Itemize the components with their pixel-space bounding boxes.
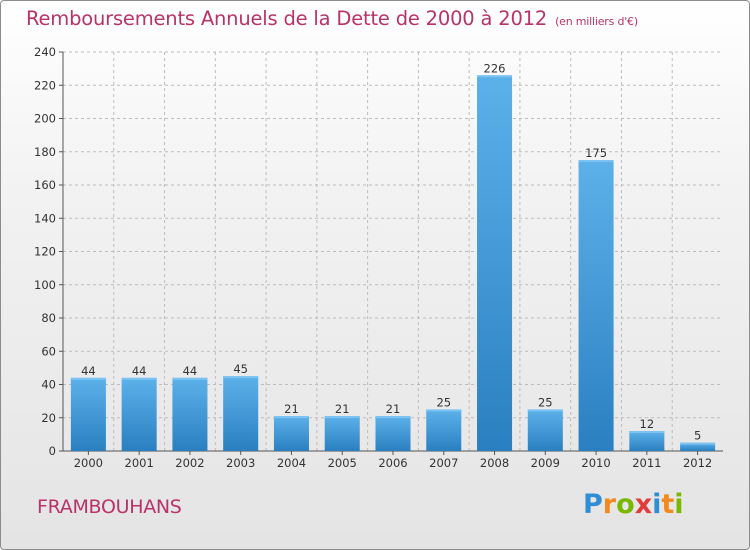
bar-top-2007 [426, 409, 462, 412]
y-tick-label: 120 [34, 245, 56, 259]
x-tick-label-2007: 2007 [429, 456, 458, 470]
chart-title: Remboursements Annuels de la Dette de 20… [26, 7, 638, 30]
bar-top-2002 [172, 377, 208, 380]
x-tick-label-2000: 2000 [74, 456, 103, 470]
y-tick-label: 160 [34, 178, 56, 192]
data-label-2002: 44 [183, 364, 198, 378]
bar-top-2004 [273, 416, 309, 419]
x-tick-label-2006: 2006 [378, 456, 407, 470]
y-tick-label: 0 [49, 444, 56, 458]
bar-2012 [680, 442, 716, 451]
data-label-2008: 226 [484, 61, 506, 75]
y-tick-label: 140 [34, 211, 56, 225]
proxiti-logo: Proxiti [583, 489, 684, 520]
bar-top-2005 [324, 416, 360, 419]
data-label-2004: 21 [284, 402, 299, 416]
bar-2007 [426, 409, 462, 451]
data-label-2006: 21 [386, 402, 401, 416]
y-tick-label: 20 [41, 411, 56, 425]
x-tick-label-2005: 2005 [328, 456, 357, 470]
data-labels: 44 44 44 45 21 21 21 25 226 25 175 12 5 [81, 61, 701, 442]
axes: 0 20 40 60 80 100 120 140 160 180 200 220 240 2000 200… [34, 45, 723, 470]
bar-top-2009 [527, 409, 563, 412]
chart-title-unit: (en milliers d'€) [555, 15, 638, 28]
chart-title-main: Remboursements Annuels de la Dette de 20… [26, 7, 548, 30]
bar-2010 [578, 160, 614, 451]
bar-2009 [527, 409, 563, 451]
x-tick-label-2010: 2010 [581, 456, 610, 470]
y-tick-label: 40 [41, 378, 56, 392]
bar-top-2011 [629, 431, 665, 434]
data-label-2001: 44 [132, 364, 147, 378]
x-tick-label-2003: 2003 [226, 456, 255, 470]
y-tick-label: 200 [34, 112, 56, 126]
y-tick-label: 100 [34, 278, 56, 292]
bars [70, 75, 716, 452]
data-label-2000: 44 [81, 364, 96, 378]
data-label-2012: 5 [694, 429, 701, 443]
x-tick-label-2008: 2008 [480, 456, 509, 470]
bar-top-2010 [578, 160, 614, 163]
y-tick-label: 60 [41, 344, 56, 358]
x-tick-label-2001: 2001 [125, 456, 154, 470]
data-label-2010: 175 [585, 146, 607, 160]
place-name: FRAMBOUHANS [37, 496, 182, 518]
bar-2000 [70, 377, 106, 451]
bar-2011 [629, 431, 665, 451]
data-label-2009: 25 [538, 395, 553, 409]
bar-2005 [324, 416, 360, 451]
bar-2006 [375, 416, 411, 451]
data-label-2003: 45 [233, 362, 248, 376]
y-tick-label: 240 [34, 45, 56, 59]
bar-2003 [223, 376, 259, 451]
data-label-2011: 12 [640, 417, 655, 431]
grid-lines [63, 51, 723, 451]
bar-top-2006 [375, 416, 411, 419]
x-tick-label-2011: 2011 [632, 456, 661, 470]
bar-2004 [273, 416, 309, 451]
y-tick-label: 180 [34, 145, 56, 159]
bar-top-2001 [121, 377, 157, 380]
bar-top-2012 [680, 442, 716, 445]
x-tick-label-2012: 2012 [683, 456, 712, 470]
data-label-2005: 21 [335, 402, 350, 416]
bar-2001 [121, 377, 157, 451]
y-tick-label: 220 [34, 78, 56, 92]
bar-top-2003 [223, 376, 259, 379]
bar-2002 [172, 377, 208, 451]
y-tick-label: 80 [41, 311, 56, 325]
x-tick-label-2002: 2002 [175, 456, 204, 470]
bar-2008 [477, 75, 513, 452]
x-tick-label-2009: 2009 [531, 456, 560, 470]
bar-top-2008 [477, 75, 513, 78]
x-tick-label-2004: 2004 [277, 456, 306, 470]
bar-top-2000 [70, 377, 106, 380]
data-label-2007: 25 [436, 395, 451, 409]
